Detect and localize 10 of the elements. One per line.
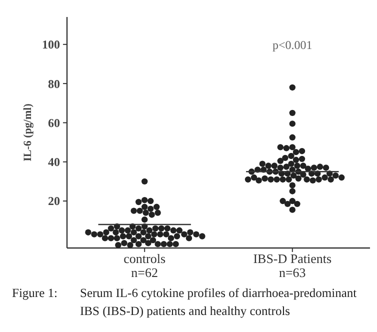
y-tick-label: 80 — [48, 76, 60, 91]
annotation: p<0.001 — [272, 38, 312, 52]
y-tick-label: 60 — [48, 116, 60, 130]
text: Figure 1: Serum IL-6 cytokine profiles of diarrhoea-predominant IBS (IBS-D) patients and healthy controls — [12, 286, 357, 318]
y-tick-label: 100 — [42, 38, 60, 52]
y-tick-label: 20 — [48, 194, 60, 208]
y-tick-label: 40 — [48, 155, 60, 170]
x-tick-label: controls n=62 — [124, 251, 166, 280]
y-axis-title: IL-6 (pg/ml) — [22, 103, 34, 162]
x-tick-label: IBS-D Patients n=63 — [253, 251, 332, 280]
